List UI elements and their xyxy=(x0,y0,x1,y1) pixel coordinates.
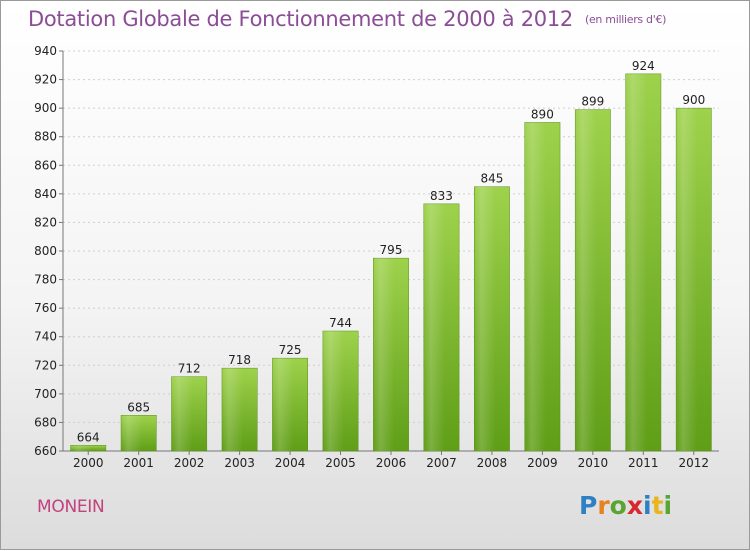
proxiti-logo: Proxiti xyxy=(579,491,672,520)
x-tick-label: 2007 xyxy=(426,456,457,470)
logo-letter: r xyxy=(597,491,610,520)
y-tick-label: 660 xyxy=(34,444,57,458)
bar-value-label: 718 xyxy=(228,353,251,367)
chart-subtitle: (en milliers d'€) xyxy=(584,13,667,26)
x-tick-label: 2008 xyxy=(477,456,508,470)
bar-shine xyxy=(272,358,308,451)
bar-value-label: 712 xyxy=(178,362,201,376)
bar-value-label: 845 xyxy=(480,172,503,186)
y-tick-label: 900 xyxy=(34,101,57,115)
y-tick-label: 940 xyxy=(34,44,57,58)
plot-area: 660 680 700 720 740 760 780 800 820 840 860 880 900 9… xyxy=(34,44,719,470)
bar-shine xyxy=(625,73,661,451)
y-tick-label: 740 xyxy=(34,330,57,344)
bar-shine xyxy=(70,445,106,451)
x-tick-label: 2006 xyxy=(376,456,407,470)
x-tick-label: 2011 xyxy=(628,456,659,470)
x-tick-label: 2001 xyxy=(123,456,154,470)
bar-shine xyxy=(221,368,258,451)
bar-value-label: 833 xyxy=(430,189,453,203)
x-tick-label: 2010 xyxy=(578,456,609,470)
x-tick-label: 2005 xyxy=(325,456,356,470)
x-tick-label: 2004 xyxy=(275,456,306,470)
bar-shine xyxy=(322,331,359,451)
chart-title-text: Dotation Globale de Fonctionnement de 20… xyxy=(28,7,573,31)
bar-value-label: 725 xyxy=(279,343,302,357)
y-tick-label: 840 xyxy=(34,187,57,201)
y-tick-label: 700 xyxy=(34,387,57,401)
bar-shine xyxy=(676,108,712,452)
bar-shine xyxy=(121,415,157,451)
x-tick-label: 2012 xyxy=(678,456,709,470)
chart-title: Dotation Globale de Fonctionnement de 20… xyxy=(28,7,666,31)
logo-letter: t xyxy=(651,491,664,520)
y-tick-label: 780 xyxy=(34,273,57,287)
x-tick-label: 2002 xyxy=(174,456,205,470)
bar-value-label: 664 xyxy=(77,430,100,444)
logo-letter: i xyxy=(643,491,652,520)
bar-value-label: 890 xyxy=(531,107,554,121)
bar-value-label: 685 xyxy=(127,400,150,414)
bar-value-label: 900 xyxy=(682,93,705,107)
logo-letter: P xyxy=(579,491,598,520)
logo-letter: o xyxy=(609,491,627,520)
bar-shine xyxy=(575,109,611,452)
bar-shine xyxy=(474,186,510,451)
x-tick-label: 2000 xyxy=(73,456,104,470)
city-name: MONEIN xyxy=(37,497,105,517)
bar-value-label: 744 xyxy=(329,316,352,330)
y-tick-label: 920 xyxy=(34,73,57,87)
bar-value-label: 795 xyxy=(380,243,403,257)
y-tick-label: 720 xyxy=(34,358,57,372)
logo-letter: i xyxy=(663,491,673,520)
y-tick-label: 860 xyxy=(34,158,57,172)
y-tick-label: 880 xyxy=(34,130,57,144)
x-tick-label: 2003 xyxy=(224,456,255,470)
y-tick-label: 820 xyxy=(34,215,57,229)
bar-value-label: 924 xyxy=(632,59,655,73)
y-tick-label: 760 xyxy=(34,301,57,315)
bar-shine xyxy=(373,258,409,451)
y-tick-label: 680 xyxy=(34,415,57,429)
bar-shine xyxy=(171,376,207,451)
bar-shine xyxy=(524,122,561,451)
bar-shine xyxy=(423,203,460,451)
y-tick-label: 800 xyxy=(34,244,57,258)
x-tick-label: 2009 xyxy=(527,456,558,470)
bar-value-label: 899 xyxy=(581,95,604,109)
logo-letter: x xyxy=(626,491,643,520)
